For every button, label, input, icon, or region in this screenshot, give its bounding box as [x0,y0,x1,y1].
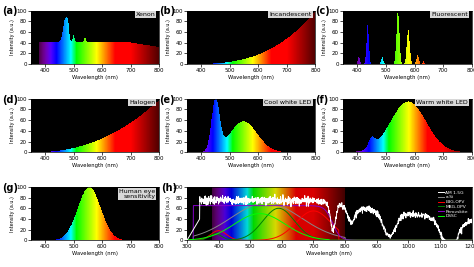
Text: (e): (e) [159,95,174,104]
Line: LBG-OPV: LBG-OPV [187,211,472,240]
Text: Cool white LED: Cool white LED [264,100,311,105]
Line: Perovskite: Perovskite [187,206,472,240]
MBG-OPV [340,239,346,242]
Y-axis label: Intensity (a.u.): Intensity (a.u.) [166,196,171,231]
Text: (g): (g) [2,183,18,193]
Y-axis label: Intensity (a.u.): Intensity (a.u.) [10,196,15,231]
LBG-OPV [310,209,316,213]
X-axis label: Wavelength (nm): Wavelength (nm) [228,163,274,168]
DSSC [308,235,313,238]
X-axis label: Wavelength (nm): Wavelength (nm) [72,75,118,80]
a-Si [340,235,346,239]
Y-axis label: Intensity (a.u.): Intensity (a.u.) [166,19,171,55]
Perovskite [191,204,196,207]
Text: Xenon: Xenon [136,12,155,17]
DSSC [334,239,340,242]
DSSC [184,238,190,241]
AM 1.5G [334,210,340,213]
DSSC [232,222,238,225]
Perovskite [340,237,346,240]
LBG-OPV [334,227,340,230]
Perovskite [308,204,313,207]
Y-axis label: Intensity (a.u.): Intensity (a.u.) [322,19,327,55]
a-Si [469,239,474,242]
X-axis label: Wavelength (nm): Wavelength (nm) [72,251,118,256]
LBG-OPV [232,238,238,241]
Y-axis label: Intensity (a.u.): Intensity (a.u.) [166,108,171,143]
AM 1.5G [280,194,286,198]
Text: (c): (c) [315,6,329,16]
a-Si [184,239,190,242]
MBG-OPV [280,208,286,211]
AM 1.5G [469,218,474,221]
MBG-OPV [232,238,238,241]
Text: (f): (f) [315,95,328,104]
a-Si [222,220,228,223]
LBG-OPV [280,233,286,236]
MBG-OPV [222,236,228,239]
Perovskite [222,204,228,207]
Text: Halogen: Halogen [129,100,155,105]
AM 1.5G [232,199,238,202]
a-Si [263,201,269,205]
Line: DSSC: DSSC [187,214,472,240]
Text: Fluorescent: Fluorescent [431,12,468,17]
Text: (d): (d) [2,95,18,104]
Perovskite [469,239,474,242]
DSSC [257,212,263,215]
LBG-OPV [308,210,313,213]
LBG-OPV [336,239,342,242]
Y-axis label: Intensity (a.u.): Intensity (a.u.) [322,108,327,143]
AM 1.5G [308,201,313,204]
LBG-OPV [340,239,346,242]
Perovskite [184,239,190,242]
X-axis label: Wavelength (nm): Wavelength (nm) [72,163,118,168]
Perovskite [232,204,238,207]
AM 1.5G [184,239,190,242]
Legend: AM 1.5G, a-Si, LBG-OPV, MBG-OPV, Perovskite, DSSC: AM 1.5G, a-Si, LBG-OPV, MBG-OPV, Perovsk… [437,189,469,220]
Text: Warm white LED: Warm white LED [416,100,468,105]
X-axis label: Wavelength (nm): Wavelength (nm) [228,75,274,80]
DSSC [469,239,474,242]
AM 1.5G [272,193,278,196]
X-axis label: Wavelength (nm): Wavelength (nm) [384,163,430,168]
Y-axis label: Intensity (a.u.): Intensity (a.u.) [10,19,15,55]
Text: Human eye
sensitivity: Human eye sensitivity [119,189,155,199]
Perovskite [280,204,286,207]
MBG-OPV [276,207,282,210]
X-axis label: Wavelength (nm): Wavelength (nm) [306,251,352,256]
AM 1.5G [340,208,346,211]
LBG-OPV [222,231,228,235]
DSSC [327,239,332,242]
MBG-OPV [469,239,474,242]
a-Si [334,234,340,237]
MBG-OPV [308,234,313,238]
Text: (b): (b) [159,6,175,16]
DSSC [340,239,346,242]
Text: (a): (a) [2,6,18,16]
a-Si [308,222,313,225]
Line: MBG-OPV: MBG-OPV [187,208,472,240]
Text: Incandescent: Incandescent [269,12,311,17]
AM 1.5G [222,200,228,203]
Line: a-Si: a-Si [187,203,472,240]
MBG-OPV [334,239,340,242]
Line: AM 1.5G: AM 1.5G [187,194,472,240]
X-axis label: Wavelength (nm): Wavelength (nm) [384,75,430,80]
Perovskite [334,230,340,233]
MBG-OPV [184,239,190,242]
LBG-OPV [184,239,190,242]
Text: (h): (h) [161,183,177,193]
Y-axis label: Intensity (a.u.): Intensity (a.u.) [10,108,15,143]
a-Si [280,206,286,209]
DSSC [222,229,228,232]
MBG-OPV [317,239,323,242]
DSSC [280,221,286,225]
LBG-OPV [469,239,474,242]
a-Si [232,214,238,217]
